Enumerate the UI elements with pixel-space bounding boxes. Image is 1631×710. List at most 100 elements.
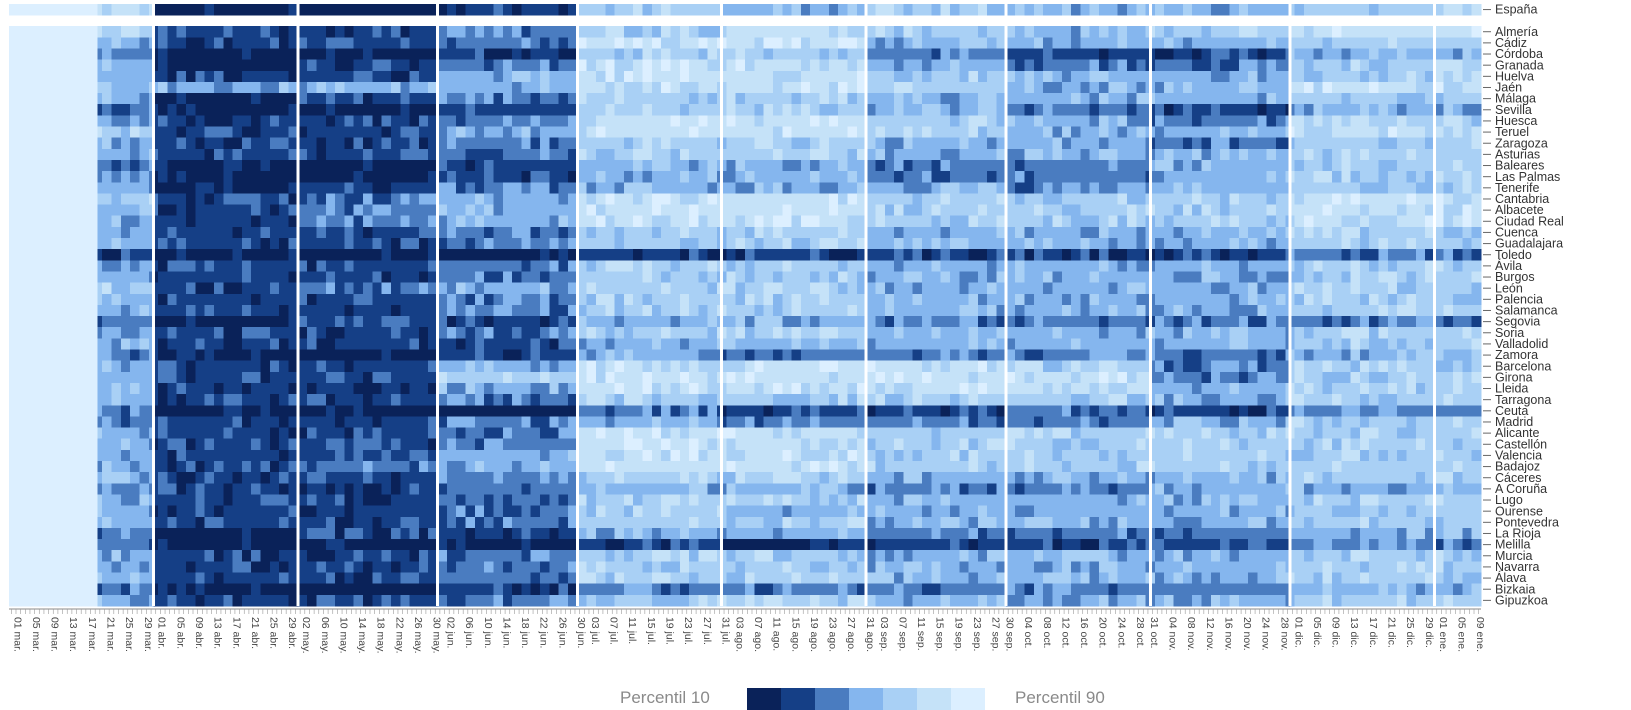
heatmap-cell bbox=[815, 115, 820, 126]
heatmap-cell bbox=[354, 182, 359, 193]
heatmap-cell bbox=[1034, 104, 1039, 115]
heatmap-cell bbox=[973, 115, 978, 126]
heatmap-cell bbox=[70, 115, 75, 126]
heatmap-cell bbox=[42, 37, 47, 48]
heatmap-cell bbox=[917, 82, 922, 93]
heatmap-cell bbox=[37, 182, 42, 193]
heatmap-cell bbox=[461, 71, 466, 82]
heatmap-cell bbox=[452, 60, 457, 71]
heatmap-cell bbox=[1122, 149, 1127, 160]
heatmap-cell bbox=[493, 182, 498, 193]
heatmap-cell bbox=[209, 71, 214, 82]
heatmap-cell bbox=[643, 127, 648, 138]
heatmap-cell bbox=[1215, 104, 1220, 115]
heatmap-cell bbox=[98, 149, 103, 160]
heatmap-cell bbox=[135, 82, 140, 93]
heatmap-cell bbox=[773, 104, 778, 115]
heatmap-cell bbox=[1108, 26, 1113, 37]
heatmap-cell bbox=[1327, 149, 1332, 160]
heatmap-cell bbox=[1048, 138, 1053, 149]
heatmap-cell bbox=[559, 104, 564, 115]
heatmap-cell bbox=[442, 71, 447, 82]
heatmap-cell bbox=[1467, 82, 1472, 93]
heatmap-cell bbox=[978, 48, 983, 59]
heatmap-cell bbox=[684, 182, 689, 193]
heatmap-cell bbox=[442, 115, 447, 126]
heatmap-cell bbox=[1327, 82, 1332, 93]
heatmap-cell bbox=[1295, 82, 1300, 93]
heatmap-cell bbox=[1262, 4, 1267, 15]
heatmap-cell bbox=[98, 127, 103, 138]
heatmap-cell bbox=[647, 171, 652, 182]
heatmap-cell bbox=[219, 26, 224, 37]
heatmap-cell bbox=[1369, 93, 1374, 104]
heatmap-cell bbox=[969, 71, 974, 82]
heatmap-cell bbox=[251, 93, 256, 104]
heatmap-cell bbox=[358, 160, 363, 171]
heatmap-cell bbox=[1313, 115, 1318, 126]
heatmap-cell bbox=[931, 127, 936, 138]
heatmap-cell bbox=[326, 138, 331, 149]
heatmap-cell bbox=[1090, 115, 1095, 126]
heatmap-cell bbox=[489, 4, 494, 15]
heatmap-cell bbox=[1029, 160, 1034, 171]
heatmap-cell bbox=[1076, 171, 1081, 182]
heatmap-cell bbox=[1239, 138, 1244, 149]
heatmap-cell bbox=[270, 26, 275, 37]
heatmap-cell bbox=[1118, 160, 1123, 171]
heatmap-cell bbox=[969, 171, 974, 182]
heatmap-cell bbox=[452, 71, 457, 82]
heatmap-cell bbox=[745, 171, 750, 182]
heatmap-cell bbox=[354, 48, 359, 59]
heatmap-cell bbox=[1043, 93, 1048, 104]
heatmap-cell bbox=[531, 82, 536, 93]
heatmap-cell bbox=[1062, 149, 1067, 160]
heatmap-cell bbox=[1332, 160, 1337, 171]
heatmap-cell bbox=[242, 48, 247, 59]
heatmap-cell bbox=[917, 127, 922, 138]
heatmap-cell bbox=[847, 82, 852, 93]
heatmap-cell bbox=[1099, 104, 1104, 115]
heatmap-cell bbox=[1346, 138, 1351, 149]
heatmap-cell bbox=[144, 26, 149, 37]
heatmap-cell bbox=[1299, 115, 1304, 126]
heatmap-cell bbox=[1076, 37, 1081, 48]
heatmap-cell bbox=[125, 171, 130, 182]
heatmap-cell bbox=[1332, 93, 1337, 104]
heatmap-cell bbox=[1020, 182, 1025, 193]
heatmap-cell bbox=[1225, 138, 1230, 149]
heatmap-cell bbox=[1062, 37, 1067, 48]
heatmap-cell bbox=[1337, 48, 1342, 59]
heatmap-cell bbox=[1104, 4, 1109, 15]
heatmap-cell bbox=[111, 37, 116, 48]
heatmap-cell bbox=[521, 160, 526, 171]
heatmap-cell bbox=[773, 138, 778, 149]
heatmap-cell bbox=[1323, 71, 1328, 82]
heatmap-cell bbox=[787, 115, 792, 126]
heatmap-cell bbox=[652, 26, 657, 37]
heatmap-cell bbox=[275, 182, 280, 193]
heatmap-cell bbox=[498, 37, 503, 48]
heatmap-cell bbox=[93, 93, 98, 104]
heatmap-cell bbox=[265, 171, 270, 182]
heatmap-cell bbox=[638, 160, 643, 171]
heatmap-cell bbox=[228, 60, 233, 71]
heatmap-cell bbox=[410, 48, 415, 59]
heatmap-cell bbox=[60, 127, 65, 138]
heatmap-cell bbox=[181, 60, 186, 71]
heatmap-cell bbox=[605, 37, 610, 48]
heatmap-cell bbox=[1169, 26, 1174, 37]
heatmap-cell bbox=[759, 115, 764, 126]
heatmap-cell bbox=[461, 182, 466, 193]
heatmap-cell bbox=[936, 37, 941, 48]
heatmap-cell bbox=[410, 160, 415, 171]
heatmap-cell bbox=[647, 93, 652, 104]
heatmap-cell bbox=[1453, 104, 1458, 115]
heatmap-cell bbox=[661, 82, 666, 93]
heatmap-cell bbox=[591, 127, 596, 138]
heatmap-cell bbox=[726, 37, 731, 48]
heatmap-cell bbox=[410, 104, 415, 115]
heatmap-cell bbox=[1220, 127, 1225, 138]
heatmap-cell bbox=[172, 60, 177, 71]
heatmap-cell bbox=[815, 26, 820, 37]
